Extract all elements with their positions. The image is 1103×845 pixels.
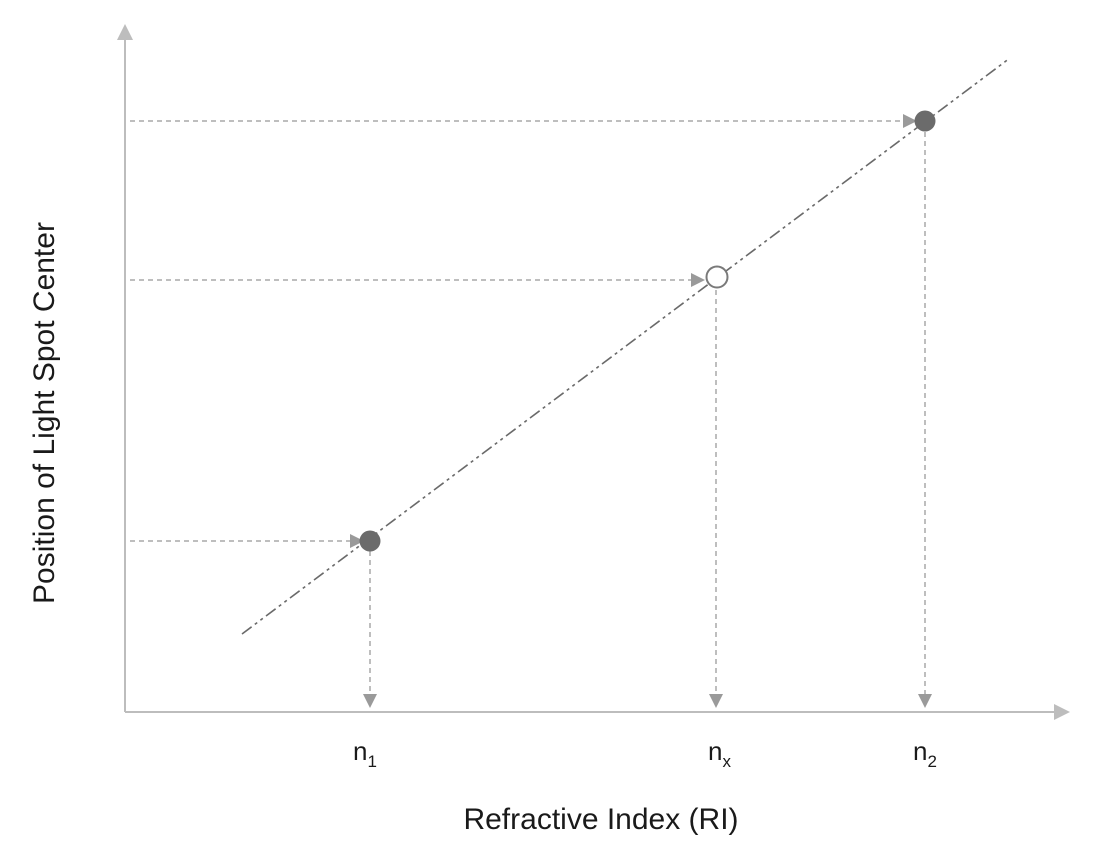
- point-nx-guides: [130, 273, 723, 708]
- tick-label-n2-sub: 2: [927, 752, 936, 771]
- tick-label-n2-base: n: [913, 736, 927, 766]
- y-axis-title: Position of Light Spot Center: [28, 222, 61, 604]
- x-axis-arrowhead: [1054, 704, 1070, 720]
- n1-vertical-arrowhead: [363, 694, 377, 708]
- n1-horizontal-arrowhead: [350, 534, 364, 548]
- point-n2-guides: [130, 114, 932, 708]
- tick-label-nx: nx: [708, 736, 731, 771]
- n2-vertical-arrowhead: [918, 694, 932, 708]
- point-n1-marker: [359, 530, 381, 552]
- nx-vertical-arrowhead: [709, 694, 723, 708]
- point-n2-marker: [914, 110, 936, 132]
- tick-label-n1-base: n: [353, 736, 367, 766]
- tick-label-nx-sub: x: [722, 752, 731, 771]
- nx-horizontal-arrowhead: [691, 273, 705, 287]
- y-axis-arrowhead: [117, 24, 133, 40]
- point-nx-marker: [705, 265, 729, 289]
- n2-horizontal-arrowhead: [903, 114, 917, 128]
- x-axis-title: Refractive Index (RI): [463, 803, 738, 836]
- point-n1-guides: [130, 534, 377, 708]
- tick-label-n1: n1: [353, 736, 377, 771]
- tick-label-nx-base: n: [708, 736, 722, 766]
- tick-label-n2: n2: [913, 736, 937, 771]
- tick-label-n1-sub: 1: [367, 752, 376, 771]
- calibration-fit-line: [241, 57, 1011, 635]
